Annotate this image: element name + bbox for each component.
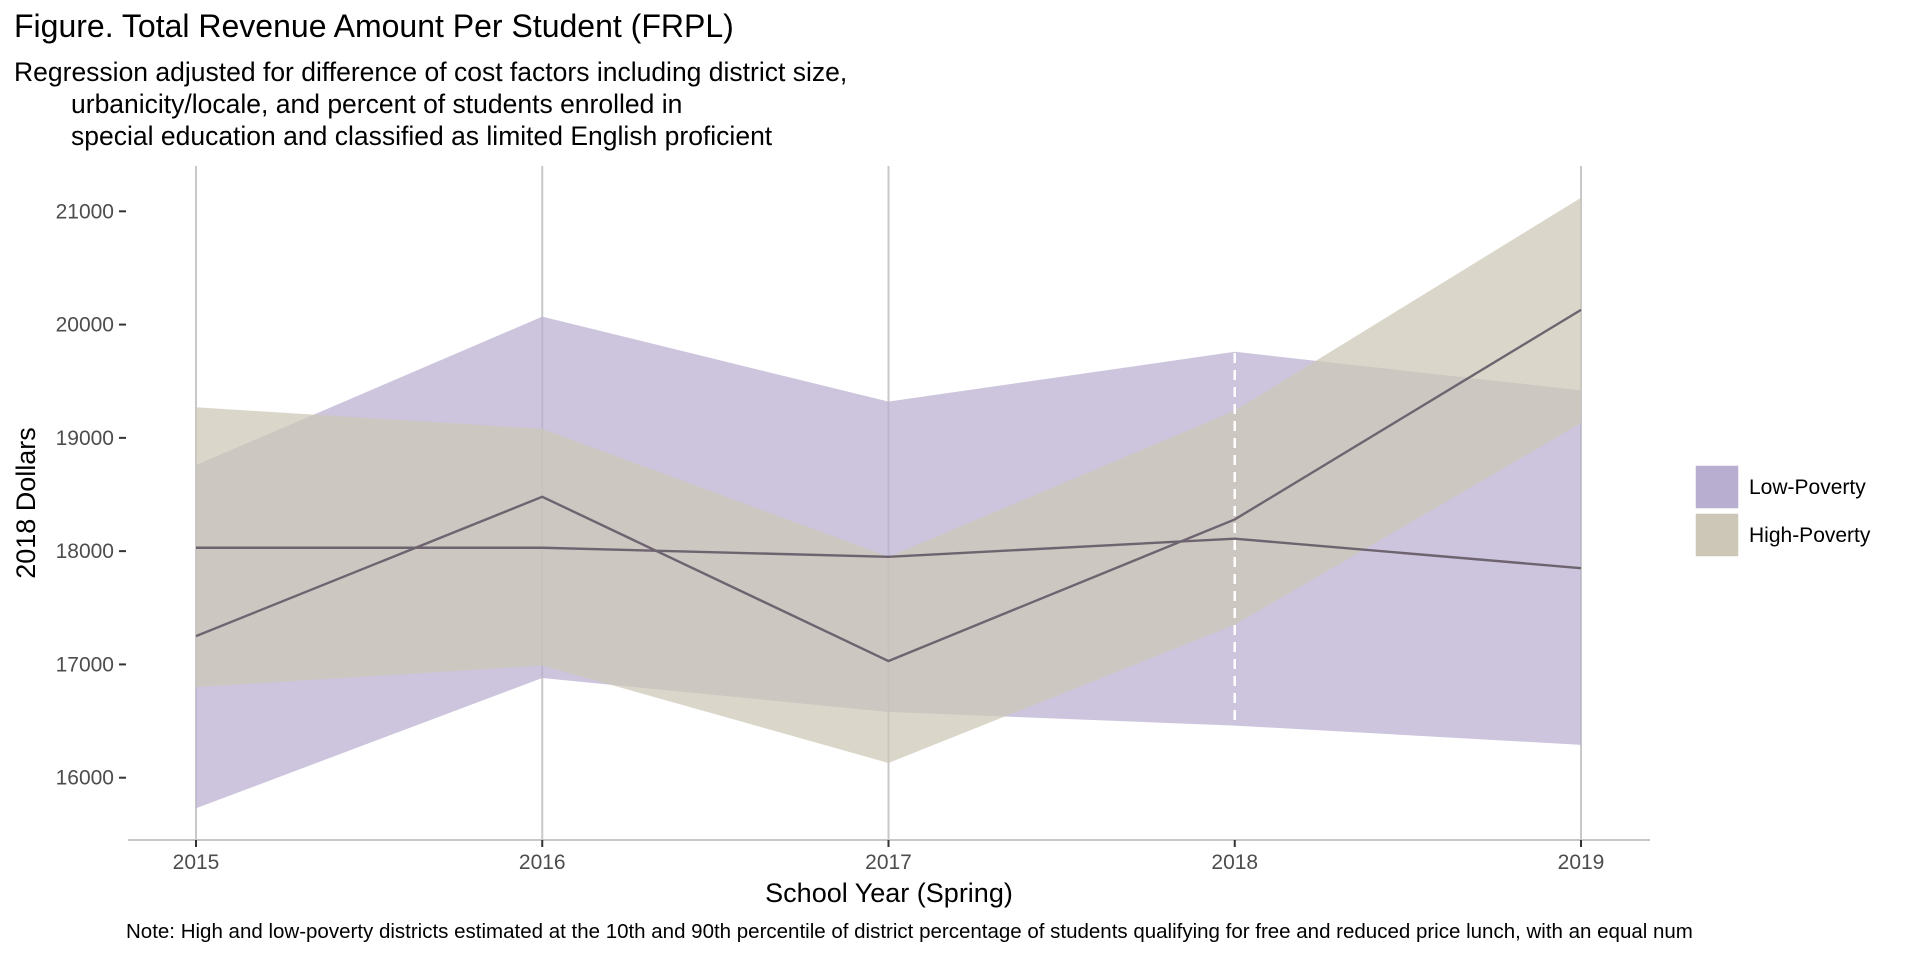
y-axis-title: 2018 Dollars xyxy=(11,427,41,579)
chart-note: Note: High and low-poverty districts est… xyxy=(126,920,1693,943)
x-tick-label-2018: 2018 xyxy=(1211,851,1258,874)
x-axis-title: School Year (Spring) xyxy=(765,878,1013,908)
y-tick-label-18000: 18000 xyxy=(56,540,114,563)
legend-label-low-poverty: Low-Poverty xyxy=(1749,476,1866,499)
y-tick-label-16000: 16000 xyxy=(56,767,114,790)
subtitle-line-2: urbanicity/locale, and percent of studen… xyxy=(71,89,683,119)
series-lines xyxy=(195,308,1582,663)
subtitle-line-3: special education and classified as limi… xyxy=(71,121,773,151)
axes: 16000 17000 18000 19000 20000 21000 2015 2016 20… xyxy=(11,200,1650,908)
x-tick-label-2017: 2017 xyxy=(865,851,912,874)
legend: Low-Poverty High-Poverty xyxy=(1694,464,1871,558)
legend-label-high-poverty: High-Poverty xyxy=(1749,524,1871,547)
band-high-poverty xyxy=(196,197,1581,763)
y-tick-label-20000: 20000 xyxy=(56,314,114,337)
legend-key-low-poverty xyxy=(1694,464,1740,510)
legend-key-high-poverty xyxy=(1694,512,1740,558)
subtitle-line-1: Regression adjusted for difference of co… xyxy=(14,57,848,87)
y-tick-label-17000: 17000 xyxy=(56,653,114,676)
chart-subtitle: Regression adjusted for difference of co… xyxy=(14,56,847,152)
y-tick-label-21000: 21000 xyxy=(56,200,114,223)
x-tick-label-2019: 2019 xyxy=(1558,851,1605,874)
y-tick-label-19000: 19000 xyxy=(56,427,114,450)
x-tick-label-2015: 2015 xyxy=(173,851,220,874)
x-tick-label-2016: 2016 xyxy=(519,851,566,874)
chart-title: Figure. Total Revenue Amount Per Student… xyxy=(14,8,734,44)
